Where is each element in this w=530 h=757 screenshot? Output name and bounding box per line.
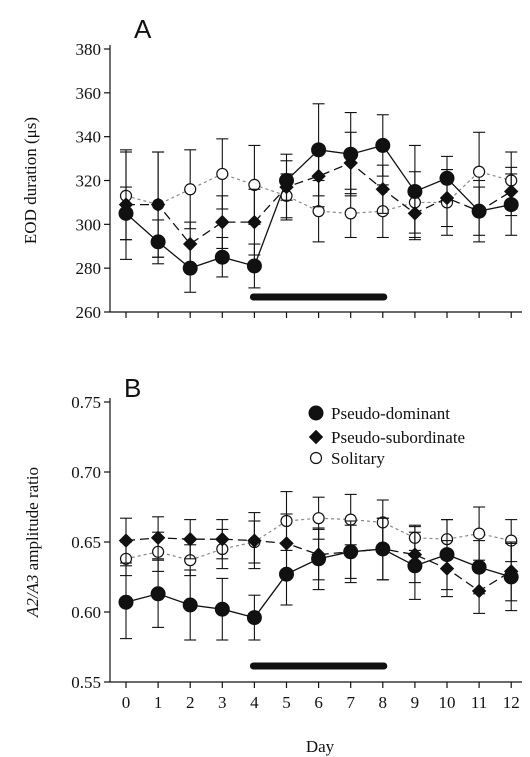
p0-point-filled-diamond-4 — [247, 214, 262, 230]
p1-y-tick-label-2: 0.65 — [71, 533, 101, 552]
p1-point-filled-circle-3 — [214, 601, 230, 617]
p0-y-tick-label-5: 360 — [76, 84, 102, 103]
panel-b: 0.550.600.650.700.750 1 2 3 4 5 6 7 8 9 10 11 12BA2/… — [23, 373, 522, 756]
p1-point-filled-circle-2 — [182, 597, 198, 613]
p0-y-tick-label-1: 280 — [76, 259, 102, 278]
p0-point-filled-circle-3 — [214, 249, 230, 265]
p0-point-open-circle-2 — [184, 183, 197, 196]
p1-point-filled-circle-11 — [471, 559, 487, 575]
p0-point-filled-circle-5 — [279, 173, 294, 188]
p0-panel-label: A — [134, 14, 152, 44]
p1-point-filled-circle-0 — [118, 594, 134, 610]
p1-point-filled-circle-10 — [439, 547, 455, 563]
p1-x-tick-label-1: 1 — [154, 693, 163, 712]
p1-point-filled-circle-5 — [279, 566, 294, 582]
p0-point-filled-circle-10 — [439, 170, 455, 186]
p1-panel-label: B — [124, 373, 141, 403]
p1-x-tick-label-10: 10 — [439, 693, 456, 712]
p1-x-tick-label-2: 2 — [186, 693, 195, 712]
p1-point-filled-diamond-4 — [247, 533, 262, 548]
p1-point-filled-diamond-2 — [182, 531, 198, 547]
p0-point-filled-circle-8 — [375, 137, 391, 153]
p1-point-filled-diamond-3 — [215, 531, 230, 547]
p1-x-tick-label-3: 3 — [218, 693, 227, 712]
p1-point-filled-diamond-0 — [118, 533, 134, 548]
p1-point-filled-circle-6 — [311, 551, 327, 567]
p1-x-tick-label-9: 9 — [411, 693, 420, 712]
p0-point-filled-diamond-3 — [215, 214, 230, 230]
p0-point-filled-circle-12 — [503, 197, 519, 213]
legend-marker-filled-diamond — [308, 429, 324, 445]
legend-label-open-circle: Solitary — [331, 449, 385, 468]
legend-label-filled-circle: Pseudo-dominant — [331, 404, 450, 423]
legend-label-filled-diamond: Pseudo-subordinate — [331, 428, 465, 447]
p0-point-filled-circle-9 — [407, 183, 423, 199]
p0-point-filled-diamond-1 — [150, 197, 166, 212]
p0-y-tick-label-4: 340 — [76, 128, 102, 147]
p1-x-tick-label-11: 11 — [471, 693, 487, 712]
p0-point-open-circle-3 — [216, 167, 229, 181]
p0-point-filled-circle-11 — [471, 203, 487, 219]
p1-point-filled-circle-7 — [343, 544, 359, 560]
p0-series-filled-circle — [118, 103, 519, 293]
p1-y-tick-label-3: 0.70 — [71, 463, 101, 482]
p0-point-filled-circle-0 — [118, 205, 134, 221]
p1-point-open-circle-6 — [312, 512, 325, 525]
p1-point-filled-circle-12 — [503, 569, 519, 585]
p1-point-filled-diamond-1 — [150, 530, 166, 546]
p1-x-tick-label-7: 7 — [346, 693, 355, 712]
p0-point-filled-circle-4 — [246, 258, 262, 274]
p1-y-tick-label-4: 0.75 — [71, 393, 101, 412]
p0-point-open-circle-7 — [344, 207, 357, 220]
p1-point-filled-circle-4 — [246, 610, 262, 626]
p1-x-tick-label-0: 0 — [122, 693, 131, 712]
p1-x-tick-label-12: 12 — [503, 693, 520, 712]
p1-point-filled-circle-1 — [150, 586, 166, 602]
p1-point-filled-circle-9 — [407, 558, 423, 574]
p0-point-filled-circle-6 — [311, 142, 327, 158]
legend-marker-filled-circle — [308, 405, 324, 421]
legend: Pseudo-dominant Pseudo-subordinate Solitar… — [308, 404, 465, 468]
p1-y-axis-label: A2/A3 amplitude ratio — [23, 467, 42, 618]
p1-point-filled-circle-8 — [375, 541, 391, 557]
p0-point-filled-circle-1 — [150, 234, 166, 250]
p1-point-open-circle-11 — [473, 527, 486, 540]
panel-a: 260 280 300 320 340 360 380 A EOD duration (μs) — [21, 14, 522, 322]
p1-x-axis-label: Day — [306, 737, 335, 756]
p1-x-tick-label-8: 8 — [379, 693, 388, 712]
p0-y-axis-label: EOD duration (μs) — [21, 117, 40, 244]
p0-y-tick-label-6: 380 — [76, 40, 102, 59]
p0-y-tick-label-0: 260 — [76, 303, 102, 322]
p0-y-tick-label-2: 300 — [76, 215, 102, 234]
p1-y-tick-label-0: 0.55 — [71, 673, 101, 692]
p0-point-open-circle-11 — [473, 165, 486, 178]
p0-point-filled-circle-7 — [343, 146, 359, 162]
p1-x-tick-label-6: 6 — [314, 693, 323, 712]
p1-x-tick-label-4: 4 — [250, 693, 259, 712]
p1-series-filled-circle — [118, 517, 519, 641]
p0-point-filled-diamond-8 — [375, 182, 391, 197]
p1-x-tick-label-5: 5 — [282, 693, 291, 712]
p1-y-tick-label-1: 0.60 — [71, 603, 101, 622]
legend-marker-open-circle — [309, 451, 323, 465]
p0-y-tick-label-3: 320 — [76, 172, 102, 191]
p0-point-filled-circle-2 — [182, 260, 198, 276]
